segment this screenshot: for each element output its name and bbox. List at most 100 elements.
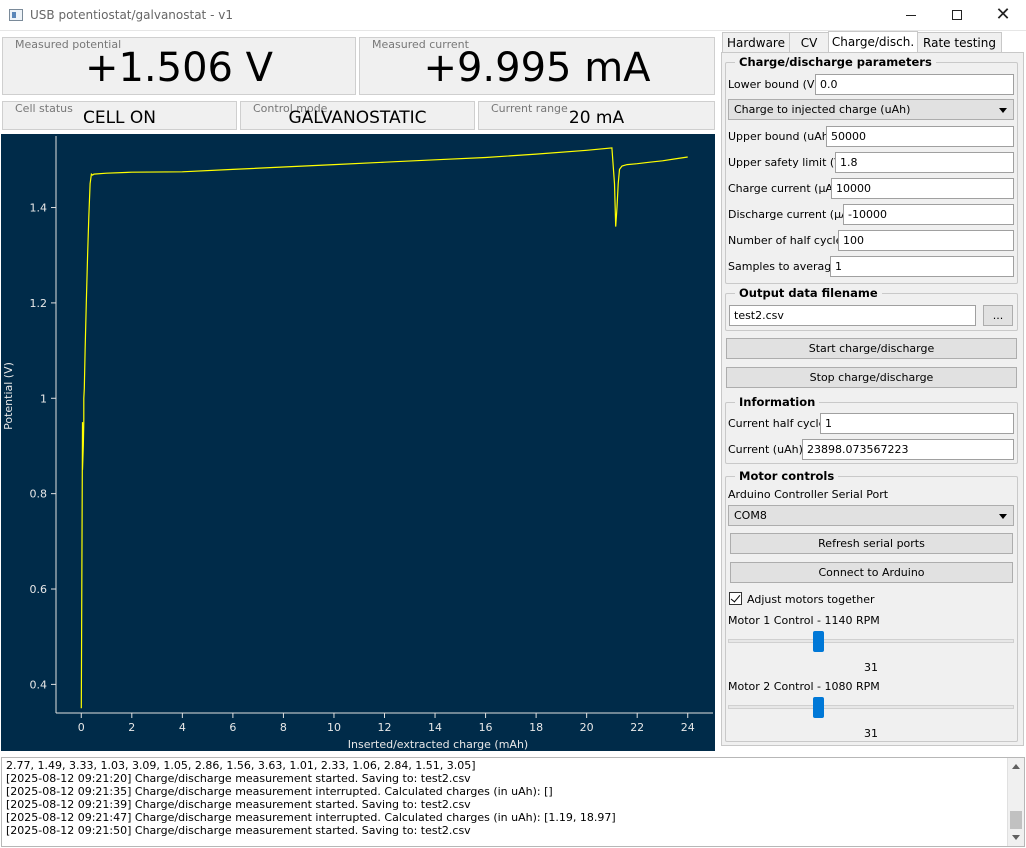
minimize-icon [906, 14, 916, 16]
motor2-value: 31 [864, 727, 878, 740]
upper-bound-label: Upper bound (uAh) [728, 130, 833, 143]
measured-potential-label: Measured potential [13, 38, 124, 51]
upper-safety-input[interactable]: 1.8 [835, 152, 1014, 173]
serial-port-label: Arduino Controller Serial Port [728, 488, 889, 501]
charge-mode-select[interactable]: Charge to injected charge (uAh) [728, 99, 1014, 120]
y-tick-label: 0.4 [30, 678, 48, 691]
x-axis-label: Inserted/extracted charge (mAh) [348, 738, 528, 751]
measured-current-label: Measured current [370, 38, 471, 51]
discharge-current-input[interactable]: -10000 [843, 204, 1014, 225]
upper-bound-input[interactable]: 50000 [826, 126, 1014, 147]
cell-status-box: Cell status CELL ON [2, 101, 237, 130]
log-line: [2025-08-12 09:21:35] Charge/discharge m… [6, 785, 553, 798]
filename-input[interactable]: test2.csv [729, 305, 976, 326]
y-tick-label: 1.2 [30, 297, 48, 310]
current-range-value: 20 mA [568, 108, 625, 128]
tab-charge-discharge[interactable]: Charge/disch. [828, 31, 918, 53]
app-icon [9, 9, 23, 21]
current-range-label: Current range [489, 102, 570, 115]
motor-group: Motor controls [725, 469, 1018, 742]
samples-input[interactable]: 1 [830, 256, 1014, 277]
refresh-serial-ports-button[interactable]: Refresh serial ports [730, 533, 1013, 554]
params-group: Charge/discharge parameters [725, 55, 1018, 284]
chevron-down-icon [999, 514, 1007, 519]
maximize-button[interactable] [934, 0, 980, 30]
start-charge-discharge-button[interactable]: Start charge/discharge [726, 338, 1017, 359]
log-lines: 2.77, 1.49, 3.33, 1.03, 3.09, 1.05, 2.86… [6, 759, 1004, 837]
close-button[interactable]: ✕ [980, 0, 1026, 30]
log-scrollbar[interactable] [1007, 758, 1024, 846]
motor1-value: 31 [864, 661, 878, 674]
output-group-title: Output data filename [735, 286, 882, 300]
plot-svg: 0 2 4 6 8 10 12 14 16 18 20 22 24 0.40.60.811.21.4 I… [2, 136, 713, 751]
stop-charge-discharge-button[interactable]: Stop charge/discharge [726, 367, 1017, 388]
x-ticks: 0 2 4 6 8 10 12 14 16 18 20 22 24 [78, 713, 695, 734]
control-mode-label: Control mode [251, 102, 330, 115]
connect-arduino-button[interactable]: Connect to Arduino [730, 562, 1013, 583]
y-tick-label: 0.8 [30, 488, 48, 501]
chevron-down-icon [999, 108, 1007, 113]
motor1-slider-handle[interactable] [813, 631, 824, 652]
info-group: Information [725, 395, 1018, 464]
tab-rate-testing[interactable]: Rate testing [917, 32, 1002, 53]
x-tick-label: 4 [179, 721, 186, 734]
motor-group-title: Motor controls [735, 469, 839, 483]
discharge-current-label: Discharge current (µA) [728, 208, 853, 221]
current-range-box: Current range 20 mA [478, 101, 715, 130]
log-line: [2025-08-12 09:21:47] Charge/discharge m… [6, 811, 616, 824]
measured-current-value: +9.995 mA [423, 45, 651, 91]
motor1-slider-track[interactable] [728, 639, 1014, 643]
x-tick-label: 18 [529, 721, 543, 734]
charge-mode-value: Charge to injected charge (uAh) [734, 103, 911, 116]
serial-port-value: COM8 [734, 509, 767, 522]
scroll-thumb[interactable] [1010, 811, 1022, 829]
upper-safety-label: Upper safety limit (V) [728, 156, 847, 169]
current-uah-label: Current (uAh) [728, 443, 803, 456]
output-group: Output data filename [725, 286, 1018, 331]
serial-port-select[interactable]: COM8 [728, 505, 1014, 526]
potential-plot[interactable]: 0 2 4 6 8 10 12 14 16 18 20 22 24 0.4 0.6 0.8 1 1.2 1.4 I… [1, 134, 715, 751]
log-line: [2025-08-12 09:21:20] Charge/discharge m… [6, 772, 471, 785]
log-line: [2025-08-12 09:21:39] Charge/discharge m… [6, 798, 471, 811]
half-cycle-value: 1 [820, 413, 1014, 434]
log-console[interactable]: 2.77, 1.49, 3.33, 1.03, 3.09, 1.05, 2.86… [1, 757, 1025, 847]
minimize-button[interactable] [888, 0, 934, 30]
y-axis-label: Potential (V) [2, 362, 15, 430]
x-tick-label: 6 [229, 721, 236, 734]
measured-current-box: Measured current +9.995 mA [359, 37, 715, 95]
current-uah-value: 23898.073567223 [802, 439, 1014, 460]
scroll-down-icon[interactable] [1012, 835, 1020, 840]
lower-bound-input[interactable]: 0.0 [815, 74, 1014, 95]
x-tick-label: 20 [580, 721, 594, 734]
half-cycles-input[interactable]: 100 [838, 230, 1014, 251]
x-tick-label: 10 [327, 721, 341, 734]
samples-label: Samples to average [728, 260, 839, 273]
x-tick-label: 22 [630, 721, 644, 734]
tab-cv[interactable]: CV [789, 32, 829, 53]
motor2-slider-track[interactable] [728, 705, 1014, 709]
adjust-together-label: Adjust motors together [747, 593, 875, 606]
control-mode-value: GALVANOSTATIC [288, 108, 427, 128]
x-tick-label: 2 [128, 721, 135, 734]
info-group-title: Information [735, 395, 820, 409]
tab-hardware[interactable]: Hardware [722, 32, 790, 53]
half-cycles-label: Number of half cycles [728, 234, 849, 247]
motor2-label: Motor 2 Control - 1080 RPM [728, 680, 880, 693]
adjust-together-checkbox[interactable] [729, 592, 742, 605]
log-line: [2025-08-12 09:21:50] Charge/discharge m… [6, 824, 471, 837]
charge-current-input[interactable]: 10000 [831, 178, 1014, 199]
title-bar: USB potentiostat/galvanostat - v1 ✕ [0, 0, 1026, 31]
cell-status-value: CELL ON [82, 108, 157, 128]
browse-button[interactable]: ... [983, 305, 1013, 326]
x-tick-label: 14 [428, 721, 442, 734]
x-tick-label: 12 [378, 721, 392, 734]
close-icon: ✕ [995, 4, 1011, 25]
control-mode-box: Control mode GALVANOSTATIC [240, 101, 475, 130]
window-title: USB potentiostat/galvanostat - v1 [30, 8, 233, 22]
scroll-up-icon[interactable] [1012, 764, 1020, 769]
x-tick-label: 8 [280, 721, 287, 734]
motor2-slider-handle[interactable] [813, 697, 824, 718]
y-tick-label: 0.6 [30, 583, 48, 596]
x-tick-label: 16 [479, 721, 493, 734]
y-tick-label: 1 [40, 392, 47, 405]
